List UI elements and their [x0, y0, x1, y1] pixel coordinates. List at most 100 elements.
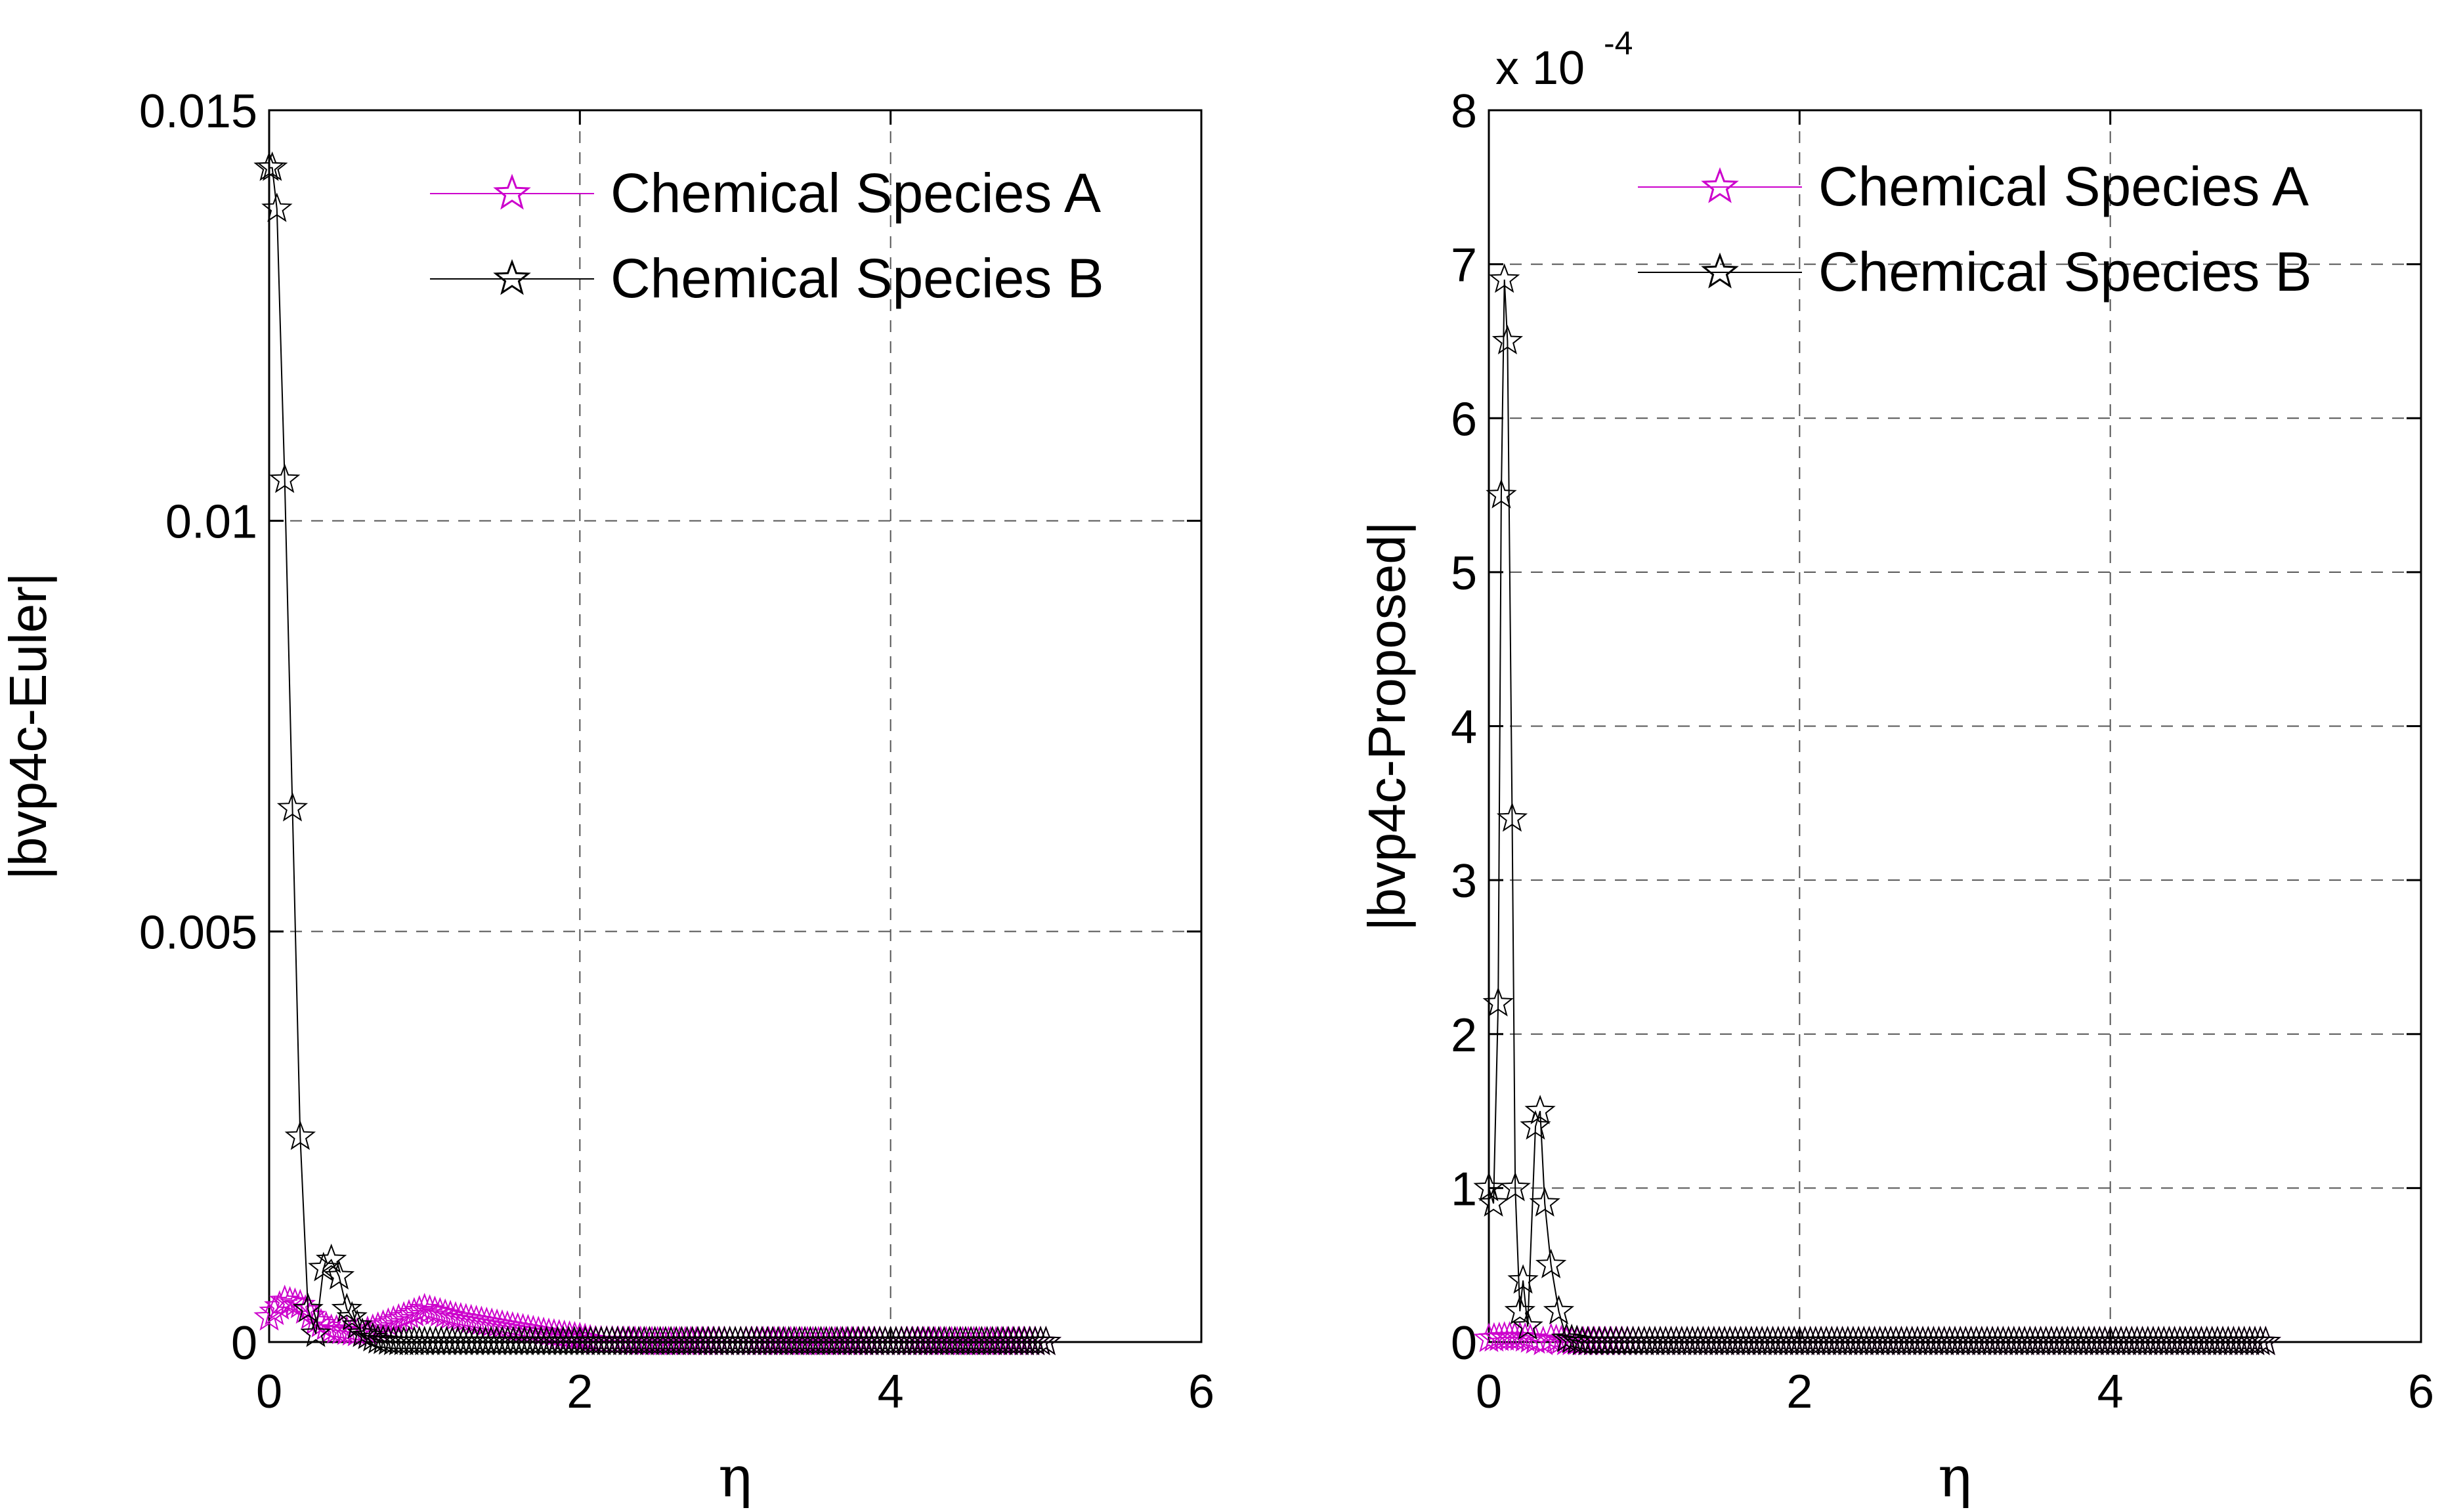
data-point-star: [264, 1290, 295, 1320]
data-point-star: [311, 1311, 342, 1341]
legend-label: Chemical Species A: [1818, 156, 2309, 217]
data-point-star: [261, 192, 293, 222]
y-tick-label: 0: [231, 1317, 257, 1370]
data-point-star: [357, 1322, 389, 1352]
left-chart: 0 2 4 6 0 0.005 0.01 0.015 η |bvp4c-Euler| Chemica…: [0, 85, 1214, 1510]
data-point-star: [528, 1316, 559, 1347]
data-point-star: [1473, 1322, 1505, 1353]
y-axis-label: |bvp4c-Proposed|: [1358, 521, 1416, 931]
y-tick-label: 8: [1451, 85, 1477, 138]
x-tick-label: 0: [1476, 1366, 1502, 1418]
data-point-star: [268, 463, 301, 494]
legend-label: Chemical Species B: [1818, 241, 2312, 303]
data-point-star: [336, 1301, 368, 1331]
y-tick-label: 0.01: [165, 496, 257, 549]
data-point-star: [507, 1312, 539, 1343]
data-point-star: [455, 1303, 487, 1334]
y-tick-label: 2: [1451, 1009, 1477, 1062]
x-tick-label: 6: [1188, 1366, 1214, 1418]
data-point-star: [435, 1299, 466, 1330]
data-point-star: [279, 1287, 311, 1317]
data-point-star: [1512, 1310, 1543, 1340]
data-point-star: [352, 1319, 383, 1349]
data-point-star: [419, 1295, 451, 1326]
data-point-star: [486, 1309, 518, 1339]
data-point-star: [429, 1298, 461, 1328]
series-species-b: [1473, 263, 2282, 1356]
data-point-star: [347, 1317, 378, 1347]
y-tick-label: 0.005: [139, 906, 257, 959]
data-point-star: [1499, 1171, 1531, 1202]
data-point-star: [424, 1297, 456, 1327]
x-tick-label: 4: [878, 1366, 904, 1418]
y-tick-label: 0: [1451, 1317, 1477, 1370]
data-point-star: [1482, 986, 1514, 1017]
data-point-star: [1488, 263, 1520, 293]
data-point-star: [1478, 1186, 1509, 1217]
x-tick-label: 4: [2097, 1366, 2124, 1418]
series-line: [269, 167, 1046, 1343]
data-point-star: [292, 1293, 324, 1322]
data-point-star: [1504, 1321, 1536, 1351]
x-axis-label: η: [718, 1444, 752, 1510]
y-exponent-power: -4: [1604, 25, 1633, 62]
data-point-star: [1561, 1324, 1593, 1354]
legend-star-marker: [1701, 167, 1739, 203]
y-tick-label: 3: [1451, 855, 1477, 908]
data-point-star: [1473, 1171, 1505, 1202]
data-point-star: [440, 1301, 471, 1331]
data-point-star: [315, 1244, 347, 1274]
data-point-star: [331, 1293, 363, 1322]
data-point-star: [492, 1310, 523, 1340]
x-tick-label: 2: [567, 1366, 593, 1418]
data-point-star: [460, 1305, 492, 1335]
data-point-star: [276, 791, 309, 822]
legend-star-marker: [493, 259, 531, 295]
legend-star-marker: [493, 173, 531, 210]
data-point-star: [1486, 478, 1517, 509]
y-tick-label: 7: [1451, 240, 1477, 292]
x-tick-label: 2: [1786, 1366, 1812, 1418]
data-point-star: [1496, 802, 1528, 832]
series-line: [1488, 280, 2266, 1343]
x-axis-label: η: [1938, 1444, 1972, 1510]
data-point-star: [268, 1284, 301, 1314]
y-tick-label: 0.015: [139, 85, 257, 138]
data-point-star: [481, 1308, 513, 1338]
data-point-star: [465, 1305, 498, 1335]
data-point-star: [1535, 1248, 1567, 1278]
data-point-star: [1030, 1326, 1062, 1356]
data-point-star: [1478, 1322, 1510, 1352]
right-chart: 0 2 4 6 0 1 2 3 4 5 6 7 8 x 10 -4 η |bvp4c-Proposed| Chem…: [1358, 25, 2434, 1510]
data-point-star: [284, 1120, 316, 1150]
y-exponent-label: x 10: [1495, 42, 1585, 94]
y-tick-label: 1: [1451, 1163, 1477, 1215]
data-point-star: [1507, 1264, 1539, 1294]
data-point-star: [1551, 1322, 1583, 1353]
data-point-star: [398, 1297, 430, 1327]
data-point-star: [308, 1251, 339, 1282]
legend-star-marker: [1701, 252, 1739, 289]
y-tick-label: 4: [1451, 702, 1477, 754]
data-point-star: [502, 1312, 534, 1342]
y-axis-label: |bvp4c-Euler|: [0, 572, 57, 879]
data-point-star: [497, 1311, 528, 1341]
data-point-star: [408, 1293, 440, 1322]
data-point-star: [300, 1317, 332, 1347]
data-point-star: [1524, 1095, 1556, 1125]
data-point-star: [1520, 1110, 1551, 1140]
data-point-star: [450, 1303, 482, 1333]
y-tick-label: 5: [1451, 547, 1477, 600]
x-tick-label: 6: [2408, 1366, 2434, 1418]
data-point-star: [1543, 1295, 1575, 1325]
data-point-star: [323, 1260, 355, 1290]
y-tick-label: 6: [1451, 393, 1477, 446]
data-point-star: [1491, 325, 1524, 354]
series-species-b: [253, 151, 1062, 1356]
data-point-star: [414, 1294, 446, 1324]
legend-label: Chemical Species B: [611, 247, 1104, 309]
data-point-star: [445, 1302, 477, 1332]
legend-label: Chemical Species A: [611, 162, 1101, 224]
data-point-star: [274, 1286, 306, 1316]
